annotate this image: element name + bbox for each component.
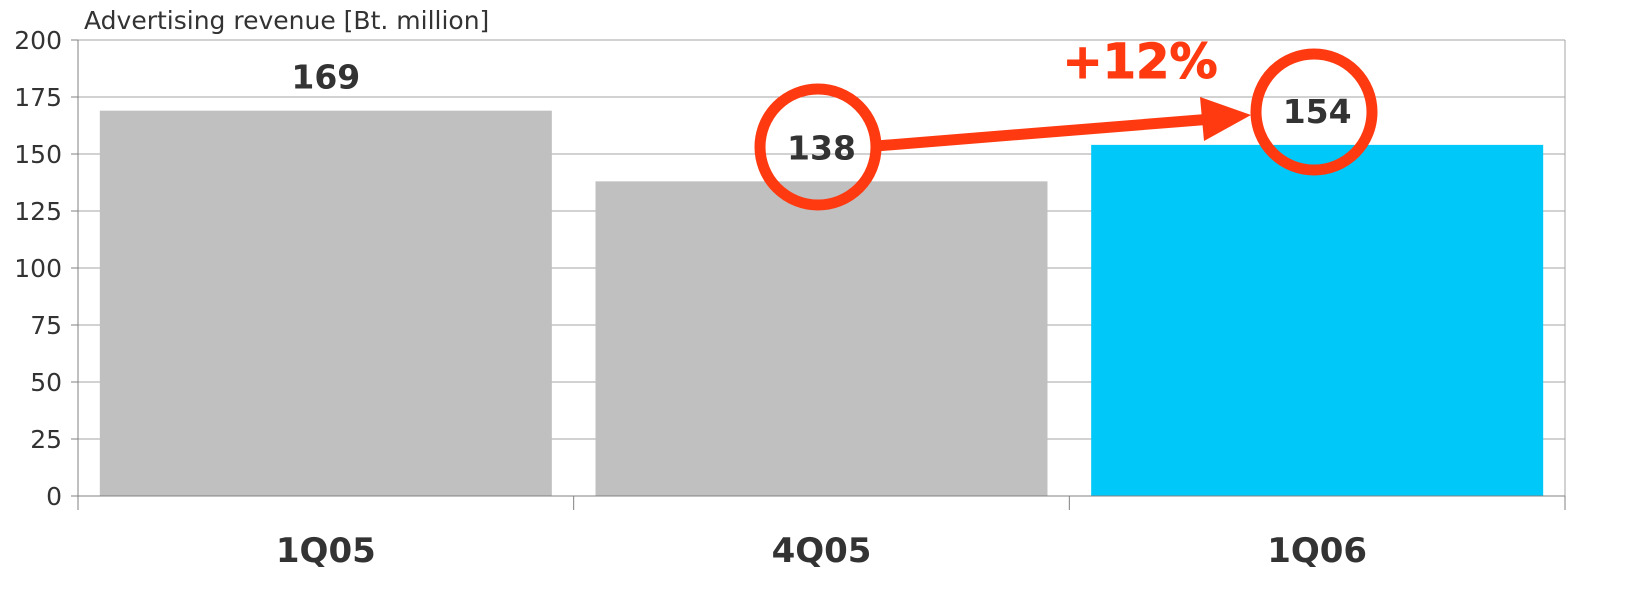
highlight-circle-4Q05 [754, 83, 882, 211]
y-tick-label: 75 [30, 311, 62, 340]
x-tick-label: 1Q06 [1267, 531, 1367, 571]
y-tick-label: 200 [14, 26, 62, 55]
y-axis-label: Advertising revenue [Bt. million] [84, 6, 489, 35]
data-label: 169 [291, 58, 360, 97]
data-label: 138 [787, 128, 856, 167]
labels: 0 25 50 75 100 125 150 175 200 1Q05 4Q05 1Q06 169 138… [14, 26, 1367, 571]
y-tick-label: 50 [30, 368, 62, 397]
growth-arrow-head [1200, 97, 1251, 141]
y-tick-label: 125 [14, 197, 62, 226]
bar-4Q05 [595, 181, 1048, 497]
y-tick-label: 175 [14, 83, 62, 112]
annotation: +12% [754, 34, 1378, 211]
x-tick-label: 4Q05 [772, 531, 872, 571]
x-tick-label: 1Q05 [276, 531, 376, 571]
y-tick-label: 100 [14, 254, 62, 283]
y-tick-label: 150 [14, 140, 62, 169]
bars [99, 110, 1544, 497]
data-label: 154 [1283, 92, 1352, 131]
axes [71, 39, 1566, 510]
y-tick-label: 0 [46, 482, 62, 511]
growth-arrow-shaft [875, 113, 1213, 152]
bar-1Q05 [99, 110, 552, 497]
highlight-circle-1Q06 [1250, 48, 1378, 176]
y-tick-label: 25 [30, 425, 62, 454]
growth-annotation: +12% [1062, 34, 1217, 90]
bar-1Q06 [1091, 144, 1544, 496]
